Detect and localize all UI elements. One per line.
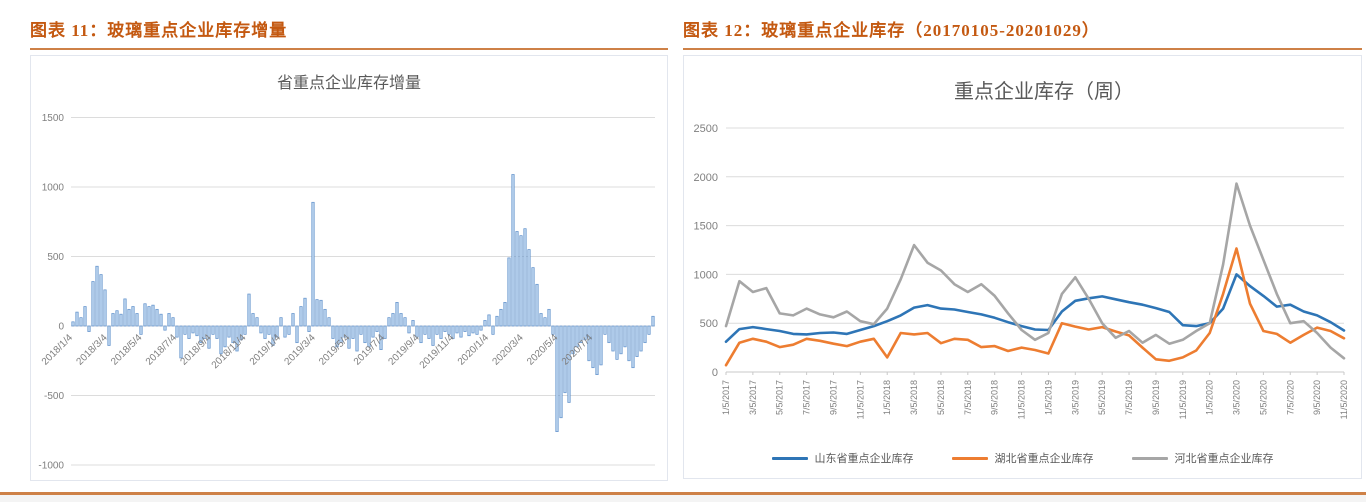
svg-text:2018/9/4: 2018/9/4 xyxy=(179,332,215,368)
legend-item-shandong: 山东省重点企业库存 xyxy=(771,450,914,466)
svg-text:1500: 1500 xyxy=(42,113,65,124)
svg-text:重点企业库存（周）: 重点企业库存（周） xyxy=(954,80,1134,103)
shandong-line-swatch xyxy=(771,456,808,460)
svg-text:省重点企业库存增量: 省重点企业库存增量 xyxy=(277,74,421,92)
svg-text:5/5/2019: 5/5/2019 xyxy=(1097,380,1107,415)
svg-text:3/5/2020: 3/5/2020 xyxy=(1232,380,1242,415)
svg-text:2020/3/4: 2020/3/4 xyxy=(491,332,527,368)
svg-text:2018/5/4: 2018/5/4 xyxy=(109,332,145,368)
svg-text:9/5/2018: 9/5/2018 xyxy=(990,380,1000,415)
line-chart-panel: 重点企业库存（周） 2500 2000 1500 1000 500 0 1/5/2017 3/5… xyxy=(683,55,1362,479)
figure-12-column: 图表 12：玻璃重点企业库存（20170105-20201029） 重点企业库存… xyxy=(683,16,1362,479)
svg-text:3/5/2018: 3/5/2018 xyxy=(909,380,919,415)
svg-text:5/5/2020: 5/5/2020 xyxy=(1258,380,1268,415)
svg-text:2019/11/4: 2019/11/4 xyxy=(418,332,457,371)
svg-text:500: 500 xyxy=(700,318,718,330)
svg-text:1000: 1000 xyxy=(694,269,718,281)
svg-text:9/5/2019: 9/5/2019 xyxy=(1151,380,1161,415)
svg-text:1/5/2020: 1/5/2020 xyxy=(1205,380,1215,415)
hubei-line-swatch xyxy=(951,456,988,460)
svg-text:1/5/2018: 1/5/2018 xyxy=(882,380,892,415)
svg-text:2019/9/4: 2019/9/4 xyxy=(387,332,423,368)
legend-label-hubei: 湖北省重点企业库存 xyxy=(994,453,1094,465)
svg-text:2019/3/4: 2019/3/4 xyxy=(283,332,319,368)
page-bottom-rule xyxy=(0,492,1366,495)
bar-chart-panel: 省重点企业库存增量 1500 1000 500 0 -500 -1000 2018/1/4 20… xyxy=(30,55,668,481)
legend-item-hubei: 湖北省重点企业库存 xyxy=(951,450,1094,466)
svg-text:5/5/2017: 5/5/2017 xyxy=(775,380,785,415)
inventory-line-chart: 重点企业库存（周） 2500 2000 1500 1000 500 01/5/2017 3/5… xyxy=(694,80,1349,419)
svg-text:9/5/2017: 9/5/2017 xyxy=(828,380,838,415)
svg-text:1/5/2017: 1/5/2017 xyxy=(721,380,731,415)
svg-text:1000: 1000 xyxy=(42,183,65,194)
line-chart-legend: 山东省重点企业库存 湖北省重点企业库存 河北省重点企业库存 xyxy=(684,450,1361,466)
svg-text:3/5/2017: 3/5/2017 xyxy=(748,380,758,415)
svg-text:2000: 2000 xyxy=(694,172,718,184)
page-bottom-strip xyxy=(0,495,1366,502)
svg-text:11/5/2018: 11/5/2018 xyxy=(1017,380,1027,419)
svg-text:2018/3/4: 2018/3/4 xyxy=(75,332,111,368)
svg-text:3/5/2019: 3/5/2019 xyxy=(1070,380,1080,415)
legend-item-hebei: 河北省重点企业库存 xyxy=(1131,450,1274,466)
svg-text:7/5/2019: 7/5/2019 xyxy=(1124,380,1134,415)
svg-text:0: 0 xyxy=(58,322,64,333)
svg-text:2019/5/4: 2019/5/4 xyxy=(317,332,353,368)
svg-text:1500: 1500 xyxy=(694,221,718,233)
svg-text:5/5/2018: 5/5/2018 xyxy=(936,380,946,415)
svg-text:2018/1/4: 2018/1/4 xyxy=(40,332,76,368)
svg-text:1/5/2019: 1/5/2019 xyxy=(1043,380,1053,415)
svg-text:-500: -500 xyxy=(44,391,64,402)
svg-text:7/5/2017: 7/5/2017 xyxy=(802,380,812,415)
svg-text:7/5/2020: 7/5/2020 xyxy=(1285,380,1295,415)
figure-11-column: 图表 11：玻璃重点企业库存增量 省重点企业库存增量 1500 1000 500 0 -5… xyxy=(30,16,668,481)
figure-11-caption: 图表 11：玻璃重点企业库存增量 xyxy=(30,16,668,50)
svg-text:0: 0 xyxy=(712,367,718,379)
svg-text:11/5/2019: 11/5/2019 xyxy=(1178,380,1188,419)
svg-text:500: 500 xyxy=(47,252,64,263)
svg-text:2020/5/4: 2020/5/4 xyxy=(525,332,561,368)
svg-text:11/5/2020: 11/5/2020 xyxy=(1339,380,1349,419)
svg-text:9/5/2020: 9/5/2020 xyxy=(1312,380,1322,415)
svg-text:-1000: -1000 xyxy=(38,461,64,472)
hebei-line-swatch xyxy=(1131,456,1168,460)
legend-label-hebei: 河北省重点企业库存 xyxy=(1174,453,1274,465)
svg-text:7/5/2018: 7/5/2018 xyxy=(963,380,973,415)
svg-text:11/5/2017: 11/5/2017 xyxy=(855,380,865,419)
figure-12-caption: 图表 12：玻璃重点企业库存（20170105-20201029） xyxy=(683,16,1362,50)
legend-label-shandong: 山东省重点企业库存 xyxy=(814,453,914,465)
svg-text:2018/7/4: 2018/7/4 xyxy=(144,332,180,368)
svg-text:2500: 2500 xyxy=(694,123,718,135)
